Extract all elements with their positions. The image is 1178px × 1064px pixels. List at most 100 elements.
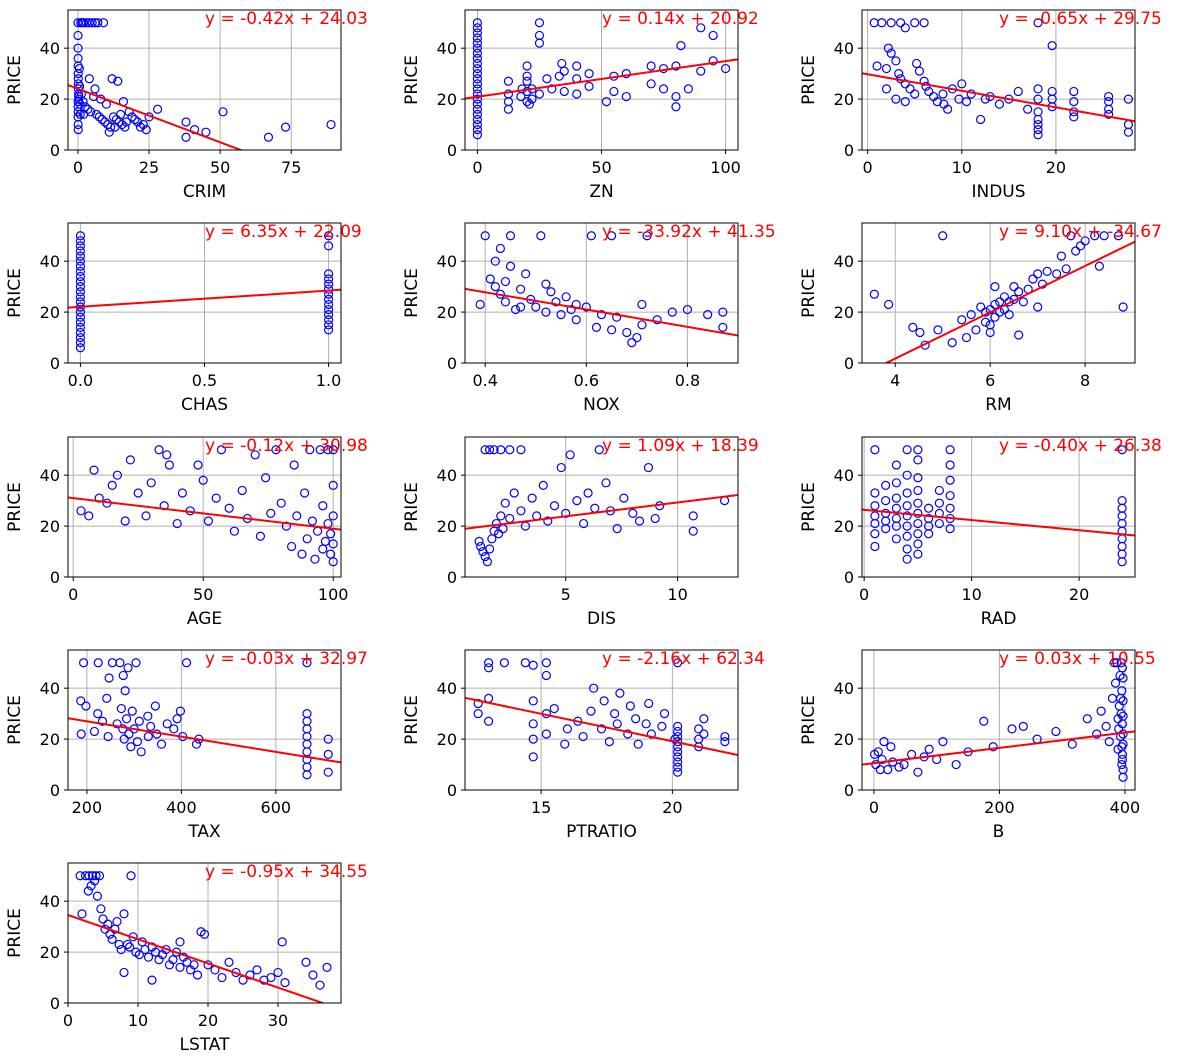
data-point [302, 658, 312, 668]
data-point [328, 511, 338, 521]
y-tick-label: 0 [844, 141, 854, 160]
x-axis-label: ZN [589, 182, 613, 202]
data-point [1014, 330, 1024, 340]
data-point [499, 658, 509, 668]
data-point [1113, 744, 1123, 754]
data-point [886, 18, 896, 28]
data-point [1117, 557, 1127, 567]
data-point [500, 276, 511, 287]
data-point [673, 757, 683, 767]
data-point [75, 287, 86, 297]
y-tick-label: 20 [40, 517, 60, 536]
data-point [877, 18, 887, 28]
x-tick-label: 0 [869, 798, 879, 817]
x-tick-label: 75 [281, 158, 301, 177]
data-point [281, 521, 291, 531]
x-tick-label: 0.8 [675, 371, 700, 390]
data-point [720, 63, 731, 74]
data-point [718, 322, 728, 332]
data-point [472, 43, 483, 53]
data-layer [68, 871, 332, 1003]
data-point [112, 719, 122, 729]
regression-line [68, 288, 341, 309]
y-tick-label: 20 [40, 943, 60, 962]
data-point [924, 744, 934, 754]
subplot-lstat: 0 10 20 30 0 20 40 LSTAT PRICE y = -0.95x + 34.55 [5, 862, 368, 1055]
subplot-rad: 0 10 20 0 20 40 RAD PRICE y = -0.40x + 26.38 [799, 436, 1162, 629]
data-point [75, 241, 86, 251]
data-point [138, 119, 148, 130]
data-point [914, 66, 925, 76]
data-point [612, 719, 622, 729]
x-axis-label: CHAS [181, 395, 228, 415]
data-point [902, 488, 912, 498]
data-point [315, 980, 325, 990]
data-point [472, 94, 483, 104]
data-point [976, 302, 986, 312]
data-point [913, 518, 923, 529]
data-point [870, 501, 880, 511]
data-point [121, 117, 131, 127]
data-point [112, 470, 123, 480]
x-tick-label: 0.5 [192, 371, 217, 390]
x-tick-label: 20 [662, 798, 682, 817]
data-point [957, 79, 967, 89]
data-point [169, 724, 179, 734]
data-point [203, 516, 213, 526]
data-point [480, 231, 490, 241]
data-point [546, 287, 556, 297]
data-point [951, 759, 961, 770]
data-point [216, 445, 226, 455]
data-point [621, 69, 631, 79]
data-point [1099, 231, 1109, 241]
data-point [1033, 84, 1043, 94]
data-point [323, 294, 334, 304]
data-point [323, 279, 334, 289]
regression-line [862, 730, 1135, 766]
data-point [280, 978, 290, 988]
data-point [472, 38, 483, 48]
data-point [881, 496, 891, 506]
x-tick-label: 0.4 [472, 371, 497, 390]
regression-equation: y = -0.42x + 24.03 [205, 9, 368, 29]
data-point [177, 488, 187, 498]
data-point [583, 488, 593, 498]
data-point [699, 729, 709, 739]
data-point [472, 99, 483, 109]
data-point [894, 69, 904, 79]
data-point [75, 312, 86, 322]
data-point [879, 737, 889, 747]
data-point [528, 719, 538, 729]
data-point [1117, 663, 1128, 673]
subplot-dis: 5 10 0 20 40 DIS PRICE y = 1.09x + 18.39 [402, 436, 759, 629]
regression-equation: y = -33.92x + 41.35 [602, 222, 776, 242]
data-point [549, 501, 560, 511]
data-point [522, 97, 532, 107]
x-tick-label: 0 [63, 1011, 73, 1030]
data-point [1118, 696, 1128, 706]
data-point [496, 445, 506, 455]
y-tick-label: 0 [50, 354, 60, 373]
data-point [323, 734, 333, 744]
data-point [263, 132, 274, 142]
data-point [902, 501, 912, 511]
data-point [116, 944, 126, 955]
data-point [189, 960, 199, 970]
data-point [323, 320, 334, 330]
data-point [1116, 709, 1126, 719]
data-point [924, 86, 934, 97]
data-point [509, 488, 519, 498]
data-point [596, 724, 607, 734]
y-tick-label: 0 [50, 568, 60, 587]
data-point [910, 89, 920, 99]
data-point [1033, 302, 1043, 312]
data-point [1116, 658, 1126, 668]
y-tick-label: 0 [447, 568, 457, 587]
data-point [490, 282, 500, 292]
data-point [911, 58, 922, 69]
data-point [472, 23, 483, 33]
data-point [891, 460, 901, 470]
data-point [682, 304, 693, 315]
regression-line [862, 72, 1135, 123]
data-point [489, 445, 499, 455]
